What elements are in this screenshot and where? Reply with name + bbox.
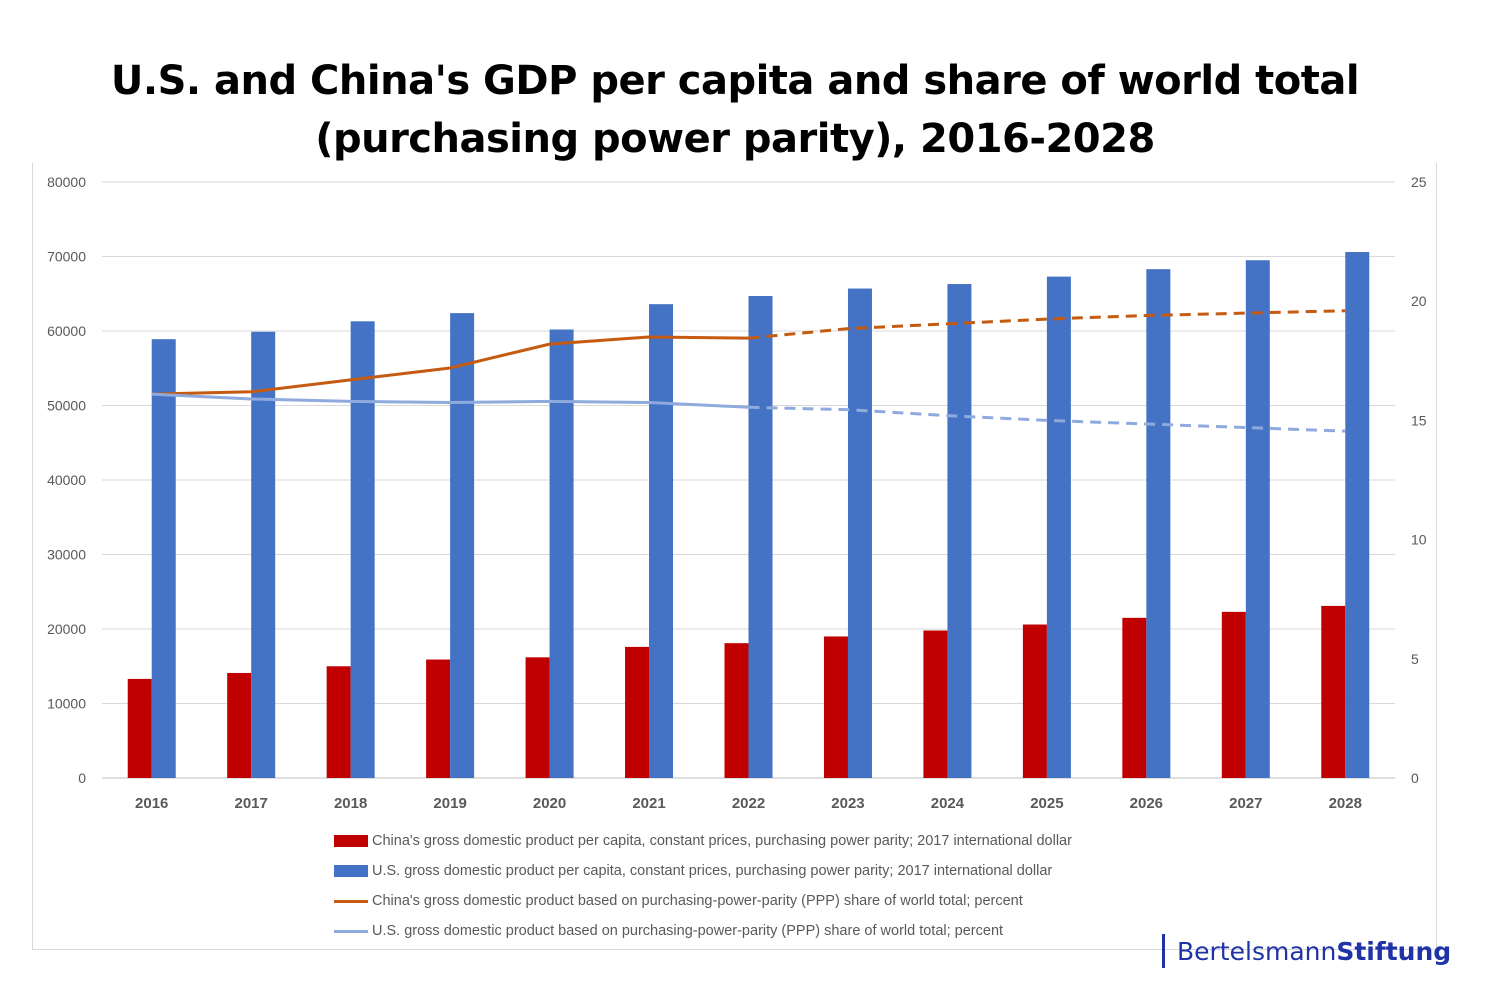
us-gdp-per-capita-bar (1345, 252, 1370, 778)
legend-label-china-ppp-share: China's gross domestic product based on … (372, 893, 1023, 909)
chart-title-line-1: U.S. and China's GDP per capita and shar… (110, 58, 1360, 104)
legend-label-china-gdp-per-capita: China's gross domestic product per capit… (372, 833, 1072, 849)
legend-item-china-gdp-per-capita: China's gross domestic product per capit… (334, 826, 1072, 856)
x-tick-label: 2027 (1229, 795, 1262, 812)
china-gdp-per-capita-bar (525, 657, 550, 778)
legend-swatch-china-line (334, 899, 368, 903)
x-tick-label: 2016 (135, 795, 168, 812)
y-left-tick-label: 30000 (47, 547, 86, 563)
china-gdp-per-capita-bar (1321, 605, 1346, 778)
x-tick-label: 2018 (334, 795, 367, 812)
us-gdp-per-capita-bar (1245, 260, 1270, 779)
x-tick-label: 2022 (732, 795, 765, 812)
china-gdp-per-capita-bar (127, 678, 152, 778)
us-gdp-per-capita-bar (151, 339, 176, 778)
legend-item-china-ppp-share: China's gross domestic product based on … (334, 886, 1072, 916)
y-right-tick-label: 5 (1411, 651, 1419, 667)
x-tick-label: 2028 (1329, 795, 1362, 812)
china-gdp-per-capita-bar (426, 659, 451, 778)
us-gdp-per-capita-bar (549, 329, 574, 778)
legend-swatch-us-bar (334, 865, 368, 877)
logo-text: BertelsmannStiftung (1177, 937, 1451, 966)
x-tick-label: 2025 (1030, 795, 1063, 812)
legend-swatch-us-line (334, 929, 368, 933)
y-right-tick-label: 25 (1411, 174, 1427, 190)
y-left-tick-label: 50000 (47, 398, 86, 414)
x-tick-label: 2017 (235, 795, 268, 812)
china-gdp-per-capita-bar (625, 646, 650, 778)
us-gdp-per-capita-bar (1046, 276, 1071, 778)
x-tick-label: 2026 (1130, 795, 1163, 812)
y-left-tick-label: 0 (78, 770, 86, 786)
legend-item-us-ppp-share: U.S. gross domestic product based on pur… (334, 916, 1072, 946)
us-gdp-per-capita-bar (947, 284, 972, 778)
china-ppp-share-line-actual (151, 335, 749, 396)
china-gdp-per-capita-bar (724, 643, 749, 778)
bertelsmann-stiftung-logo: BertelsmannStiftung (1162, 934, 1451, 968)
china-gdp-per-capita-bar (1122, 617, 1147, 778)
us-gdp-per-capita-bar (649, 304, 674, 778)
y-left-tick-label: 40000 (47, 472, 86, 488)
y-right-tick-label: 10 (1411, 532, 1427, 548)
y-left-tick-label: 20000 (47, 621, 86, 637)
china-gdp-per-capita-bar (326, 666, 351, 778)
x-tick-label: 2019 (433, 795, 466, 812)
y-right-tick-label: 15 (1411, 412, 1427, 428)
us-gdp-per-capita-bar (847, 288, 872, 778)
chart-title-line-2: (purchasing power parity), 2016-2028 (315, 116, 1155, 162)
us-gdp-per-capita-bar (748, 295, 773, 778)
x-tick-label: 2020 (533, 795, 566, 812)
us-gdp-per-capita-bar (450, 313, 475, 778)
chart-frame (32, 163, 1437, 950)
logo-text-bold: Stiftung (1336, 936, 1452, 966)
y-left-tick-label: 70000 (47, 249, 86, 265)
y-left-tick-label: 80000 (47, 174, 86, 190)
y-right-tick-label: 0 (1411, 770, 1419, 786)
china-gdp-per-capita-bar (823, 636, 848, 778)
us-ppp-share-line-actual (151, 392, 749, 409)
china-ppp-share-line-projected (748, 309, 1346, 340)
us-gdp-per-capita-bar (1146, 269, 1171, 778)
x-tick-label: 2021 (632, 795, 665, 812)
legend: China's gross domestic product per capit… (334, 826, 1072, 946)
x-tick-label: 2023 (831, 795, 864, 812)
y-left-tick-label: 10000 (47, 696, 86, 712)
china-gdp-per-capita-bar (923, 630, 948, 778)
china-gdp-per-capita-bar (1022, 624, 1047, 778)
us-ppp-share-line-projected (748, 405, 1346, 433)
y-left-tick-label: 60000 (47, 323, 86, 339)
logo-bar (1162, 934, 1165, 968)
china-gdp-per-capita-bar (227, 672, 252, 778)
logo-text-regular: Bertelsmann (1177, 936, 1337, 966)
legend-label-us-ppp-share: U.S. gross domestic product based on pur… (372, 923, 1004, 939)
x-tick-label: 2024 (931, 795, 965, 812)
legend-swatch-china-bar (334, 835, 368, 847)
legend-label-us-gdp-per-capita: U.S. gross domestic product per capita, … (372, 863, 1053, 879)
us-gdp-per-capita-bar (251, 331, 276, 778)
legend-item-us-gdp-per-capita: U.S. gross domestic product per capita, … (334, 856, 1072, 886)
chart-title: U.S. and China's GDP per capita and shar… (0, 52, 1470, 168)
y-right-tick-label: 20 (1411, 293, 1427, 309)
us-gdp-per-capita-bar (350, 321, 375, 778)
china-gdp-per-capita-bar (1221, 611, 1246, 778)
